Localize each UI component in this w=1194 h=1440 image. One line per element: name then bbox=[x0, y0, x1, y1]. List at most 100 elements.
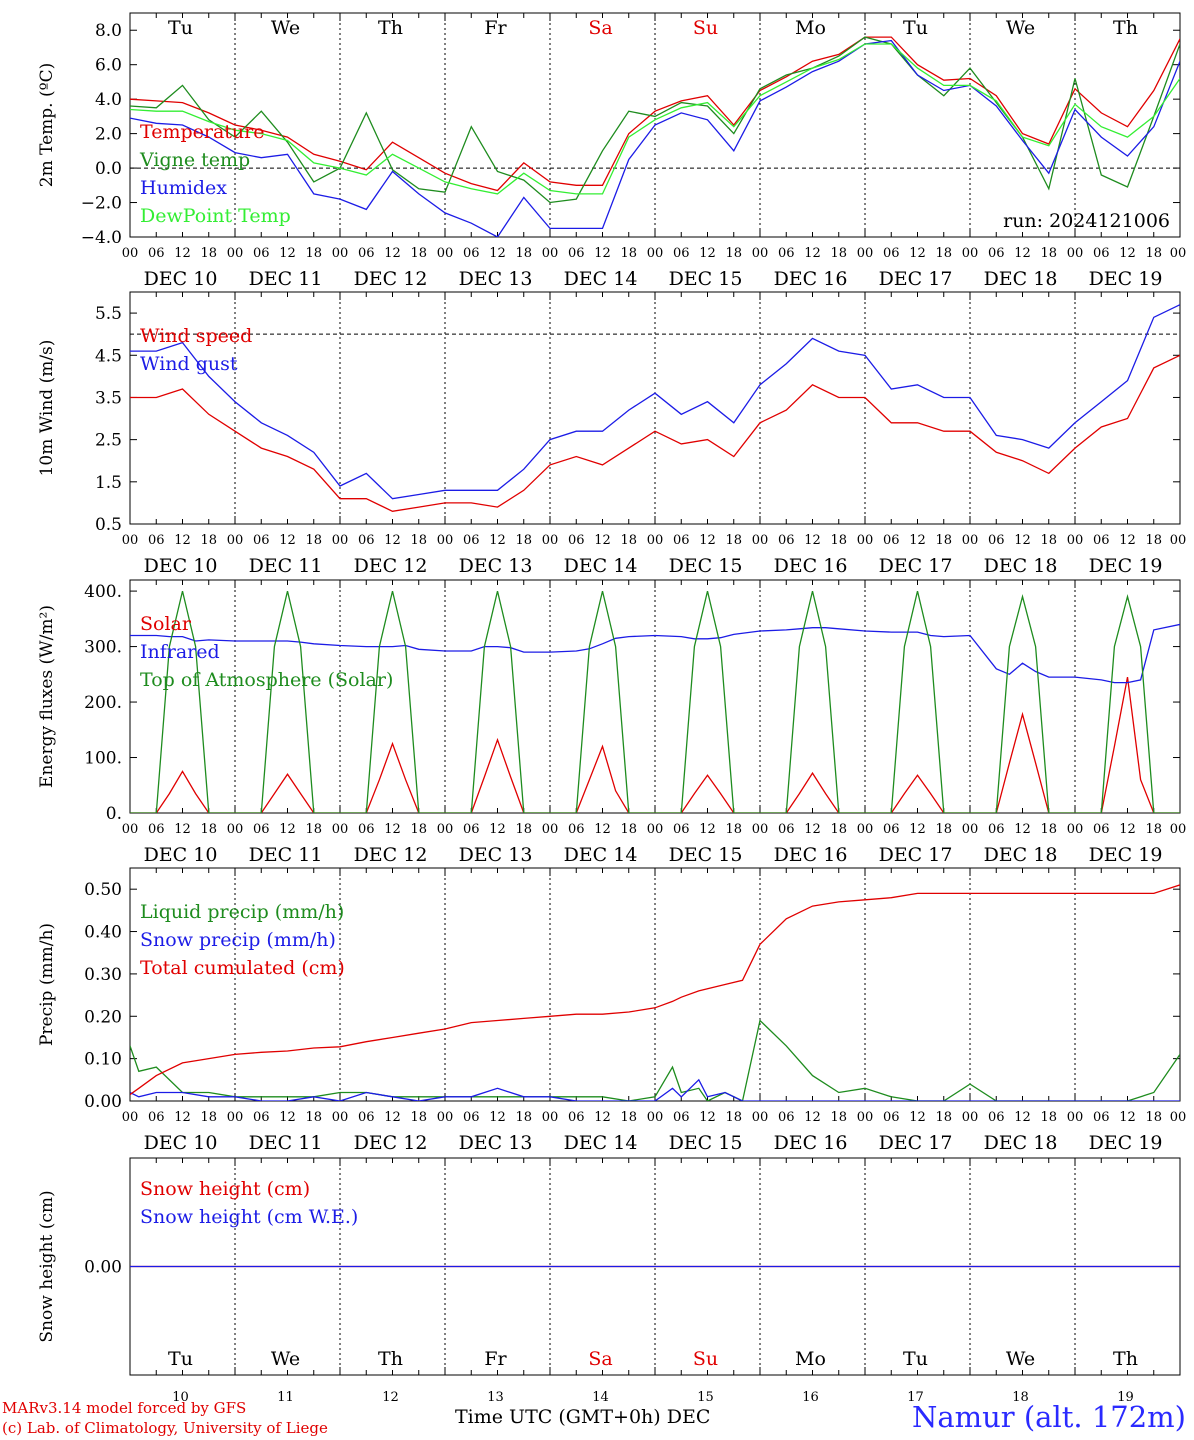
hour-tick-label: 06 bbox=[778, 1110, 795, 1125]
hour-tick-label: 06 bbox=[358, 533, 375, 548]
hour-tick-label: 18 bbox=[305, 533, 322, 548]
date-label: DEC 17 bbox=[879, 555, 953, 577]
hour-tick-label: 00 bbox=[227, 533, 244, 548]
day-number-label: 18 bbox=[1012, 1390, 1029, 1405]
legend-entry: Snow height (cm) bbox=[140, 1178, 310, 1200]
date-label: DEC 14 bbox=[564, 555, 638, 577]
hour-tick-label: 18 bbox=[410, 533, 427, 548]
hour-tick-label: 18 bbox=[830, 1110, 847, 1125]
weekday-label: Fr bbox=[484, 17, 507, 39]
hour-tick-label: 12 bbox=[489, 1110, 506, 1125]
hour-tick-label: 06 bbox=[568, 533, 585, 548]
hour-tick-label: 12 bbox=[594, 1110, 611, 1125]
hour-tick-label: 06 bbox=[988, 246, 1005, 261]
weekday-label: Mo bbox=[795, 1348, 826, 1370]
hour-tick-label: 18 bbox=[410, 246, 427, 261]
date-label: DEC 14 bbox=[564, 844, 638, 866]
weekday-label: Th bbox=[1113, 1348, 1138, 1370]
hour-tick-label: 06 bbox=[463, 246, 480, 261]
hour-tick-label: 06 bbox=[253, 822, 270, 837]
legend-entry: Humidex bbox=[140, 177, 227, 199]
weekday-label: Sa bbox=[588, 1348, 612, 1370]
date-label: DEC 11 bbox=[249, 555, 323, 577]
series-line-3 bbox=[130, 884, 1180, 1096]
date-label: DEC 19 bbox=[1089, 268, 1163, 290]
series-line-3 bbox=[130, 590, 1180, 813]
hour-tick-label: 12 bbox=[174, 1110, 191, 1125]
hour-tick-label: 06 bbox=[988, 822, 1005, 837]
hour-tick-label: 18 bbox=[305, 1110, 322, 1125]
y-tick-label: 0.10 bbox=[84, 1050, 122, 1070]
date-label: DEC 17 bbox=[879, 1132, 953, 1154]
legend-entry: Liquid precip (mm/h) bbox=[140, 901, 344, 923]
hour-tick-label: 06 bbox=[463, 1110, 480, 1125]
day-number-label: 13 bbox=[487, 1390, 504, 1405]
legend-entry: Temperature bbox=[140, 121, 264, 143]
hour-tick-label: 12 bbox=[279, 822, 296, 837]
y-tick-label: 1.5 bbox=[95, 473, 122, 493]
date-label: DEC 14 bbox=[564, 268, 638, 290]
date-label: DEC 19 bbox=[1089, 555, 1163, 577]
hour-tick-label: 00 bbox=[962, 533, 979, 548]
hour-tick-label: 18 bbox=[515, 533, 532, 548]
y-tick-label: 400. bbox=[84, 582, 122, 602]
series-line-2 bbox=[130, 304, 1180, 500]
y-tick-label: 5.5 bbox=[95, 304, 122, 324]
day-number-label: 15 bbox=[697, 1390, 714, 1405]
hour-tick-label: 12 bbox=[804, 822, 821, 837]
hour-tick-label: 12 bbox=[699, 1110, 716, 1125]
hour-tick-label: 06 bbox=[883, 1110, 900, 1125]
hour-tick-label: 18 bbox=[305, 246, 322, 261]
panel-4: 0.00 0.10 0.20 0.30 0.40 0.50 Precip (mm/h) Liq… bbox=[37, 867, 1186, 1154]
hour-tick-label: 00 bbox=[647, 1110, 664, 1125]
hour-tick-label: 18 bbox=[935, 1110, 952, 1125]
day-number-label: 14 bbox=[592, 1390, 609, 1405]
hour-tick-label: 00 bbox=[1170, 822, 1187, 837]
y-tick-label: 100. bbox=[84, 749, 122, 769]
hour-tick-label: 18 bbox=[200, 533, 217, 548]
hour-tick-label: 00 bbox=[227, 822, 244, 837]
weekday-label: Th bbox=[378, 1348, 403, 1370]
date-label: DEC 18 bbox=[984, 844, 1058, 866]
weekday-label: Tu bbox=[168, 1348, 193, 1370]
y-tick-label: 2.5 bbox=[95, 431, 122, 451]
panel-1: −4.0 −2.0 0.0 2.0 4.0 6.0 8.0 2m Temp. (ºC) Temp… bbox=[37, 12, 1186, 290]
y-tick-label: 8.0 bbox=[95, 21, 122, 41]
date-label: DEC 19 bbox=[1089, 1132, 1163, 1154]
hour-tick-label: 00 bbox=[647, 246, 664, 261]
date-label: DEC 13 bbox=[459, 844, 533, 866]
date-label: DEC 10 bbox=[144, 268, 218, 290]
hour-tick-label: 06 bbox=[883, 246, 900, 261]
weekday-label: Sa bbox=[588, 17, 612, 39]
date-label: DEC 10 bbox=[144, 1132, 218, 1154]
hour-tick-label: 18 bbox=[200, 246, 217, 261]
date-label: DEC 11 bbox=[249, 1132, 323, 1154]
y-tick-label: 0.50 bbox=[84, 880, 122, 900]
day-number-label: 10 bbox=[172, 1390, 189, 1405]
day-number-label: 19 bbox=[1117, 1390, 1134, 1405]
hour-tick-label: 12 bbox=[699, 822, 716, 837]
hour-tick-label: 00 bbox=[962, 822, 979, 837]
hour-tick-label: 18 bbox=[200, 822, 217, 837]
y-tick-label: 2.0 bbox=[95, 125, 122, 145]
hour-tick-label: 18 bbox=[1040, 1110, 1057, 1125]
hour-tick-label: 00 bbox=[752, 822, 769, 837]
y-tick-label: 0.00 bbox=[84, 1258, 122, 1278]
y-tick-label: 4.5 bbox=[95, 346, 122, 366]
hour-tick-label: 06 bbox=[148, 822, 165, 837]
hour-tick-label: 06 bbox=[673, 1110, 690, 1125]
y-tick-label: 0.5 bbox=[95, 515, 122, 535]
hour-tick-label: 06 bbox=[463, 822, 480, 837]
hour-tick-label: 00 bbox=[1067, 822, 1084, 837]
y-tick-label: −2.0 bbox=[81, 194, 122, 214]
date-label: DEC 18 bbox=[984, 268, 1058, 290]
hour-tick-label: 12 bbox=[489, 246, 506, 261]
station-name: Namur (alt. 172m) bbox=[911, 1400, 1186, 1434]
weekday-label: Tu bbox=[903, 1348, 928, 1370]
date-label: DEC 15 bbox=[669, 555, 743, 577]
weekday-label: We bbox=[271, 17, 300, 39]
y-tick-label: 6.0 bbox=[95, 56, 122, 76]
y-tick-label: 0.00 bbox=[84, 1092, 122, 1112]
hour-tick-label: 00 bbox=[122, 822, 139, 837]
hour-tick-label: 12 bbox=[909, 246, 926, 261]
